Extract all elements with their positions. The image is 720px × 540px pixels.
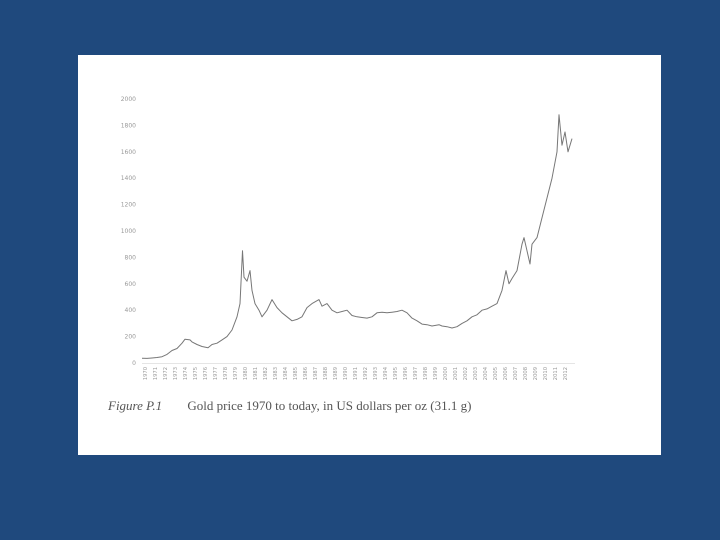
x-tick-label: 1990 [343, 367, 349, 380]
x-tick-label: 1970 [143, 367, 149, 380]
x-tick-label: 1975 [193, 367, 199, 380]
x-tick-label: 2004 [483, 366, 489, 380]
x-tick-label: 1983 [273, 367, 279, 380]
x-tick-label: 1997 [413, 367, 419, 380]
y-tick-label: 600 [125, 281, 137, 288]
figure-caption-text: Gold price 1970 to today, in US dollars … [187, 398, 472, 413]
x-tick-label: 1984 [283, 366, 289, 380]
x-tick-label: 1994 [383, 366, 389, 380]
x-tick-label: 2011 [553, 367, 559, 380]
x-tick-label: 1981 [253, 367, 259, 380]
x-tick-label: 1996 [403, 367, 409, 380]
x-tick-label: 1978 [223, 367, 229, 380]
x-tick-label: 1985 [293, 367, 299, 380]
x-tick-label: 2009 [533, 367, 539, 380]
x-tick-label: 1976 [203, 367, 209, 380]
y-axis-ticks: 0 200 400 600 800 1000 1200 1400 1600 1800 2000 [121, 96, 136, 367]
y-tick-label: 400 [125, 307, 137, 314]
y-tick-label: 0 [132, 360, 136, 367]
x-tick-label: 1986 [303, 367, 309, 380]
x-tick-label: 1977 [213, 367, 219, 380]
x-tick-label: 1982 [263, 367, 269, 380]
x-tick-label: 2012 [563, 367, 569, 380]
x-tick-label: 1980 [243, 367, 249, 380]
gold-price-line [141, 114, 573, 359]
x-tick-label: 2000 [443, 367, 449, 380]
x-tick-label: 1998 [423, 367, 429, 380]
x-tick-label: 1979 [233, 367, 239, 380]
x-tick-label: 1988 [323, 367, 329, 380]
x-tick-label: 1995 [393, 367, 399, 380]
y-tick-label: 1600 [121, 149, 136, 156]
x-tick-label: 1973 [173, 367, 179, 380]
figure-card: 0 200 400 600 800 1000 1200 1400 1600 1800 2000 19… [78, 55, 661, 455]
x-tick-label: 1999 [433, 367, 439, 380]
x-tick-label: 1971 [153, 367, 159, 380]
x-tick-label: 1993 [373, 367, 379, 380]
gold-price-chart: 0 200 400 600 800 1000 1200 1400 1600 1800 2000 19… [121, 96, 575, 380]
x-tick-label: 2010 [543, 367, 549, 380]
x-tick-label: 1987 [313, 367, 319, 380]
y-tick-label: 200 [125, 334, 137, 341]
figure-caption: Figure P.1 Gold price 1970 to today, in … [108, 398, 471, 414]
x-tick-label: 1989 [333, 367, 339, 380]
x-tick-label: 1992 [363, 367, 369, 380]
x-tick-label: 2006 [503, 367, 509, 380]
x-tick-label: 2008 [523, 367, 529, 380]
x-tick-label: 2005 [493, 367, 499, 380]
y-tick-label: 1800 [121, 122, 136, 129]
x-tick-label: 2001 [453, 367, 459, 380]
y-tick-label: 800 [125, 254, 137, 261]
x-tick-label: 1972 [163, 367, 169, 380]
y-tick-label: 2000 [121, 96, 136, 103]
x-tick-label: 2003 [473, 367, 479, 380]
y-tick-label: 1000 [121, 228, 136, 235]
y-tick-label: 1400 [121, 175, 136, 182]
y-tick-label: 1200 [121, 202, 136, 209]
x-tick-label: 1991 [353, 367, 359, 380]
x-tick-label: 2007 [513, 367, 519, 380]
figure-label: Figure P.1 [108, 398, 163, 413]
x-tick-label: 2002 [463, 367, 469, 380]
x-tick-label: 1974 [183, 366, 189, 380]
x-axis-ticks: 1970 1971 1972 1973 1974 1975 1976 1977 1978 1979… [143, 366, 569, 380]
